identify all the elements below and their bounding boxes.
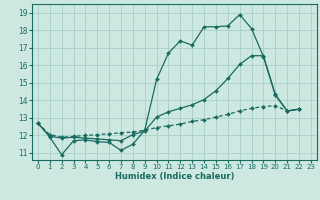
X-axis label: Humidex (Indice chaleur): Humidex (Indice chaleur) <box>115 172 234 181</box>
